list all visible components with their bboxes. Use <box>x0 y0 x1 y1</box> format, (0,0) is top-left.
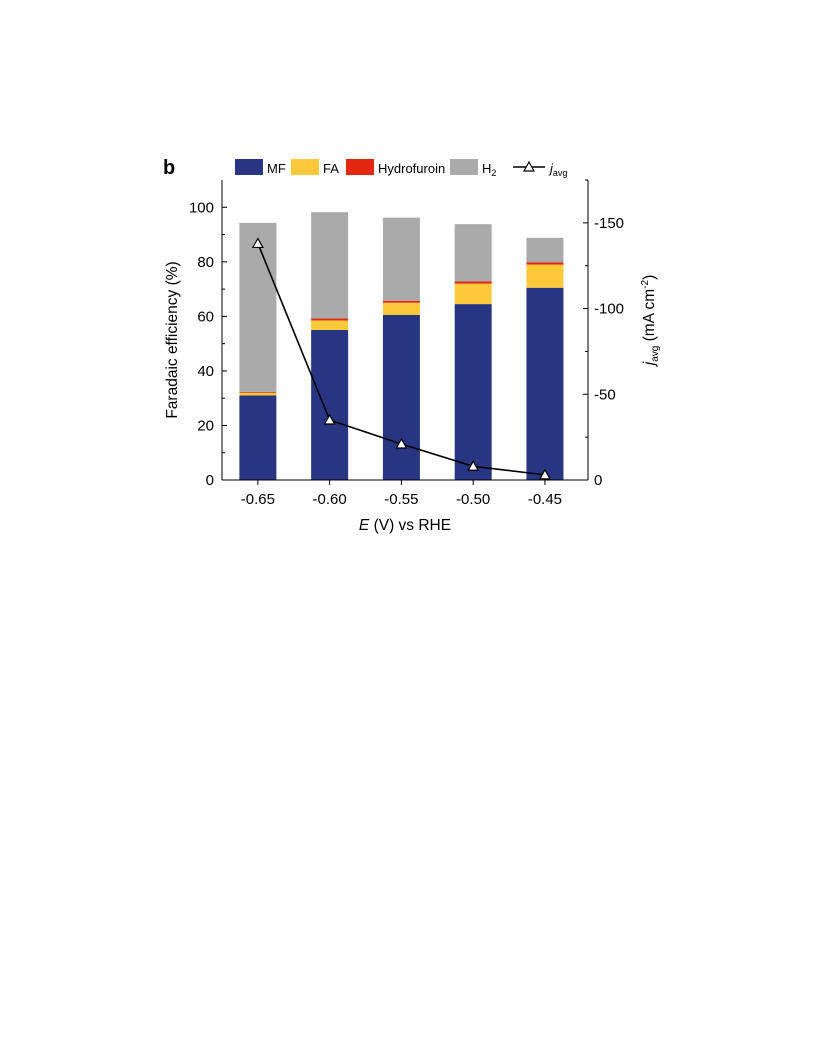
bar-hydrofuroin-1 <box>311 318 349 321</box>
legend-swatch-fa <box>291 159 319 175</box>
javg-marker-3 <box>467 460 480 471</box>
y2-axis-title-end: ) <box>641 275 658 280</box>
legend-label-fa: FA <box>323 161 339 176</box>
y-tick-label-3: 60 <box>197 308 214 325</box>
bar-h-3 <box>454 224 492 282</box>
bar-h-0 <box>239 222 277 392</box>
bar-mf-0 <box>239 395 277 480</box>
y2-axis-title-symbol: j <box>641 361 658 367</box>
x-tick-label-3: -0.50 <box>456 491 490 508</box>
legend-swatch-hydrofuroin <box>346 159 374 175</box>
javg-marker-0 <box>251 237 264 249</box>
legend-label-javg: javg <box>548 161 567 178</box>
bar-mf-4 <box>526 287 564 480</box>
legend-label-hydrofuroin: Hydrofuroin <box>378 161 445 176</box>
x-tick-label-0: -0.65 <box>241 491 275 508</box>
panel-label: b <box>163 157 175 179</box>
y2-axis-title-sup: -2 <box>640 279 651 288</box>
x-axis-title-symbol: E <box>359 517 370 534</box>
bar-mf-2 <box>382 315 420 480</box>
x-tick-label-2: -0.55 <box>384 491 418 508</box>
bar-fa-1 <box>311 320 349 330</box>
javg-marker-1 <box>323 413 336 425</box>
bar-hydrofuroin-0 <box>239 391 277 393</box>
bar-mf-3 <box>454 304 492 480</box>
y-tick-label-2: 40 <box>197 363 214 380</box>
y-tick-label-1: 20 <box>197 417 214 434</box>
bar-fa-2 <box>382 302 420 315</box>
y2-axis-title-sub: avg <box>650 346 661 362</box>
y2-axis-title: javg (mA cm-2) <box>640 275 661 368</box>
bar-fa-3 <box>454 283 492 305</box>
legend-label-mf: MF <box>267 161 286 176</box>
y-tick-label-4: 80 <box>197 254 214 271</box>
axes-layer: 0 20 40 60 80 100 0 -50 -100 -150 -0.65 -0.60 -0.55 -… <box>164 179 661 534</box>
y2-tick-label-0: 0 <box>594 472 602 489</box>
x-tick-label-4: -0.45 <box>528 491 562 508</box>
y2-tick-label-3: -150 <box>594 215 624 232</box>
line-layer <box>251 237 551 480</box>
javg-marker-4 <box>538 468 551 480</box>
x-axis-title-rest: (V) vs RHE <box>369 517 451 534</box>
bar-h-1 <box>311 212 349 319</box>
y2-tick-label-2: -100 <box>594 301 624 318</box>
bar-hydrofuroin-4 <box>526 262 564 265</box>
y-tick-label-0: 0 <box>206 472 214 489</box>
y2-tick-label-1: -50 <box>594 386 616 403</box>
javg-marker-2 <box>395 437 408 449</box>
bar-hydrofuroin-2 <box>382 300 420 303</box>
y-axis-title: Faradaic efficiency (%) <box>164 261 181 418</box>
x-tick-label-1: -0.60 <box>313 491 347 508</box>
x-axis-title: E (V) vs RHE <box>359 517 451 534</box>
bar-fa-4 <box>526 264 564 288</box>
legend-marker-javg <box>522 160 536 172</box>
legend-swatch-mf <box>235 159 263 175</box>
bar-h-4 <box>526 237 564 263</box>
legend-swatch-h <box>450 159 478 175</box>
bar-h-2 <box>382 217 420 301</box>
bar-fa-0 <box>239 392 277 396</box>
y-tick-label-5: 100 <box>189 199 214 216</box>
legend: MF FA Hydrofuroin H2 javg <box>235 159 567 178</box>
y2-axis-title-unit: (mA cm <box>641 289 658 346</box>
bar-hydrofuroin-3 <box>454 281 492 284</box>
legend-label-h: H2 <box>482 161 496 178</box>
bar-mf-1 <box>311 330 349 480</box>
bars-layer <box>239 212 564 480</box>
